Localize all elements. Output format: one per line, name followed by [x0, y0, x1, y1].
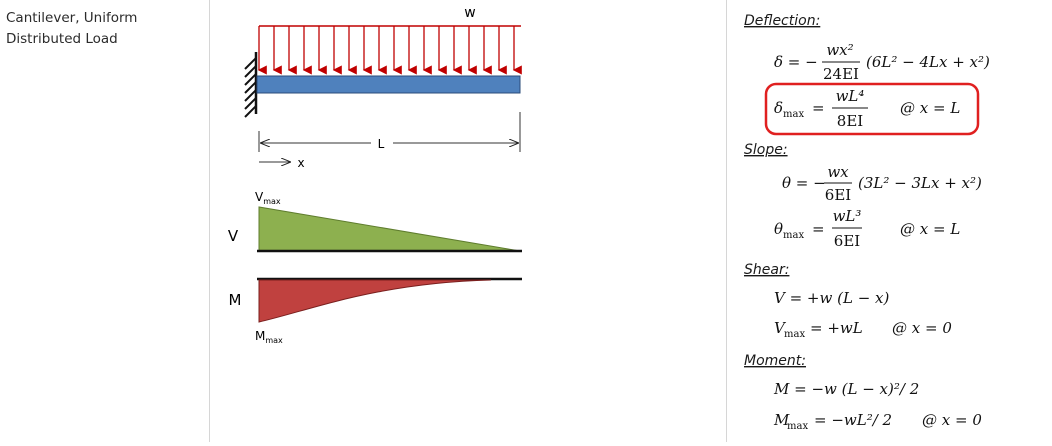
length-label: L [378, 137, 385, 151]
svg-text:= −wL²/ 2: = −wL²/ 2 [814, 411, 892, 429]
moment-equation: M = −w (L − x)²/ 2 [773, 380, 919, 398]
svg-text:wx: wx [827, 163, 849, 181]
slope-equation: θ = − wx 6EI (3L² − 3Lx + x²) [782, 163, 982, 204]
svg-text:=: = [812, 99, 825, 117]
svg-text:(6L² − 4Lx + x²): (6L² − 4Lx + x²) [866, 53, 990, 71]
svg-text:θ = −: θ = − [782, 174, 826, 192]
max-deflection-highlight [764, 82, 980, 136]
svg-text:δ: δ [774, 99, 783, 117]
svg-text:max: max [787, 421, 808, 432]
svg-text:(3L² − 3Lx + x²): (3L² − 3Lx + x²) [858, 174, 982, 192]
svg-text:max: max [783, 109, 804, 120]
svg-text:@ x = 0: @ x = 0 [892, 319, 952, 337]
beam [256, 75, 521, 94]
mmax-label: Mmax [255, 329, 283, 345]
length-dimension [258, 112, 521, 152]
deflection-equation: δ = − wx² 24EI (6L² − 4Lx + x²) [774, 41, 990, 83]
shear-header: Shear: [744, 262, 789, 278]
case-title: Cantilever, Uniform Distributed Load [6, 10, 138, 47]
svg-text:@ x = L: @ x = L [900, 220, 960, 238]
svg-text:6EI: 6EI [825, 186, 851, 204]
moment-diagram [258, 279, 492, 323]
svg-text:=: = [812, 220, 825, 238]
shear-diagram [258, 206, 521, 252]
shear-label: V [228, 227, 239, 245]
distributed-load [257, 25, 522, 75]
svg-text:θ: θ [774, 220, 783, 238]
svg-text:24EI: 24EI [823, 65, 859, 83]
svg-text:wx²: wx² [826, 41, 853, 59]
beam-diagram-cell: w [211, 0, 727, 442]
svg-text:V: V [774, 319, 787, 337]
svg-text:8EI: 8EI [837, 112, 863, 130]
svg-text:max: max [784, 329, 805, 340]
moment-label: M [229, 291, 242, 309]
svg-text:wL³: wL³ [833, 207, 862, 225]
case-title-cell: Cantilever, Uniform Distributed Load [0, 0, 210, 442]
formulas: Deflection: δ = − wx² 24EI (6L² − 4Lx + … [744, 13, 990, 432]
beam-diagram: w [228, 5, 522, 345]
shear-equation: V = +w (L − x) [774, 289, 889, 307]
svg-text:max: max [783, 230, 804, 241]
load-label: w [464, 5, 475, 21]
max-deflection-equation: δ max = wL⁴ 8EI @ x = L [774, 87, 960, 130]
svg-text:@ x = 0: @ x = 0 [922, 411, 982, 429]
svg-text:= +wL: = +wL [810, 319, 863, 337]
svg-text:@ x = L: @ x = L [900, 99, 960, 117]
vmax-label: Vmax [255, 190, 281, 206]
svg-text:M: M [773, 411, 790, 429]
x-label: x [297, 156, 304, 170]
svg-text:δ = −: δ = − [774, 53, 818, 71]
max-slope-equation: θ max = wL³ 6EI @ x = L [774, 207, 960, 250]
max-moment-equation: M max = −wL²/ 2 @ x = 0 [773, 411, 982, 432]
svg-text:6EI: 6EI [834, 232, 860, 250]
slope-header: Slope: [744, 142, 788, 158]
max-shear-equation: V max = +wL @ x = 0 [774, 319, 952, 340]
formulas-cell: Deflection: δ = − wx² 24EI (6L² − 4Lx + … [728, 0, 1052, 442]
moment-header: Moment: [744, 353, 806, 369]
fixed-support [244, 52, 258, 118]
deflection-header: Deflection: [744, 13, 820, 29]
svg-text:wL⁴: wL⁴ [836, 87, 865, 105]
